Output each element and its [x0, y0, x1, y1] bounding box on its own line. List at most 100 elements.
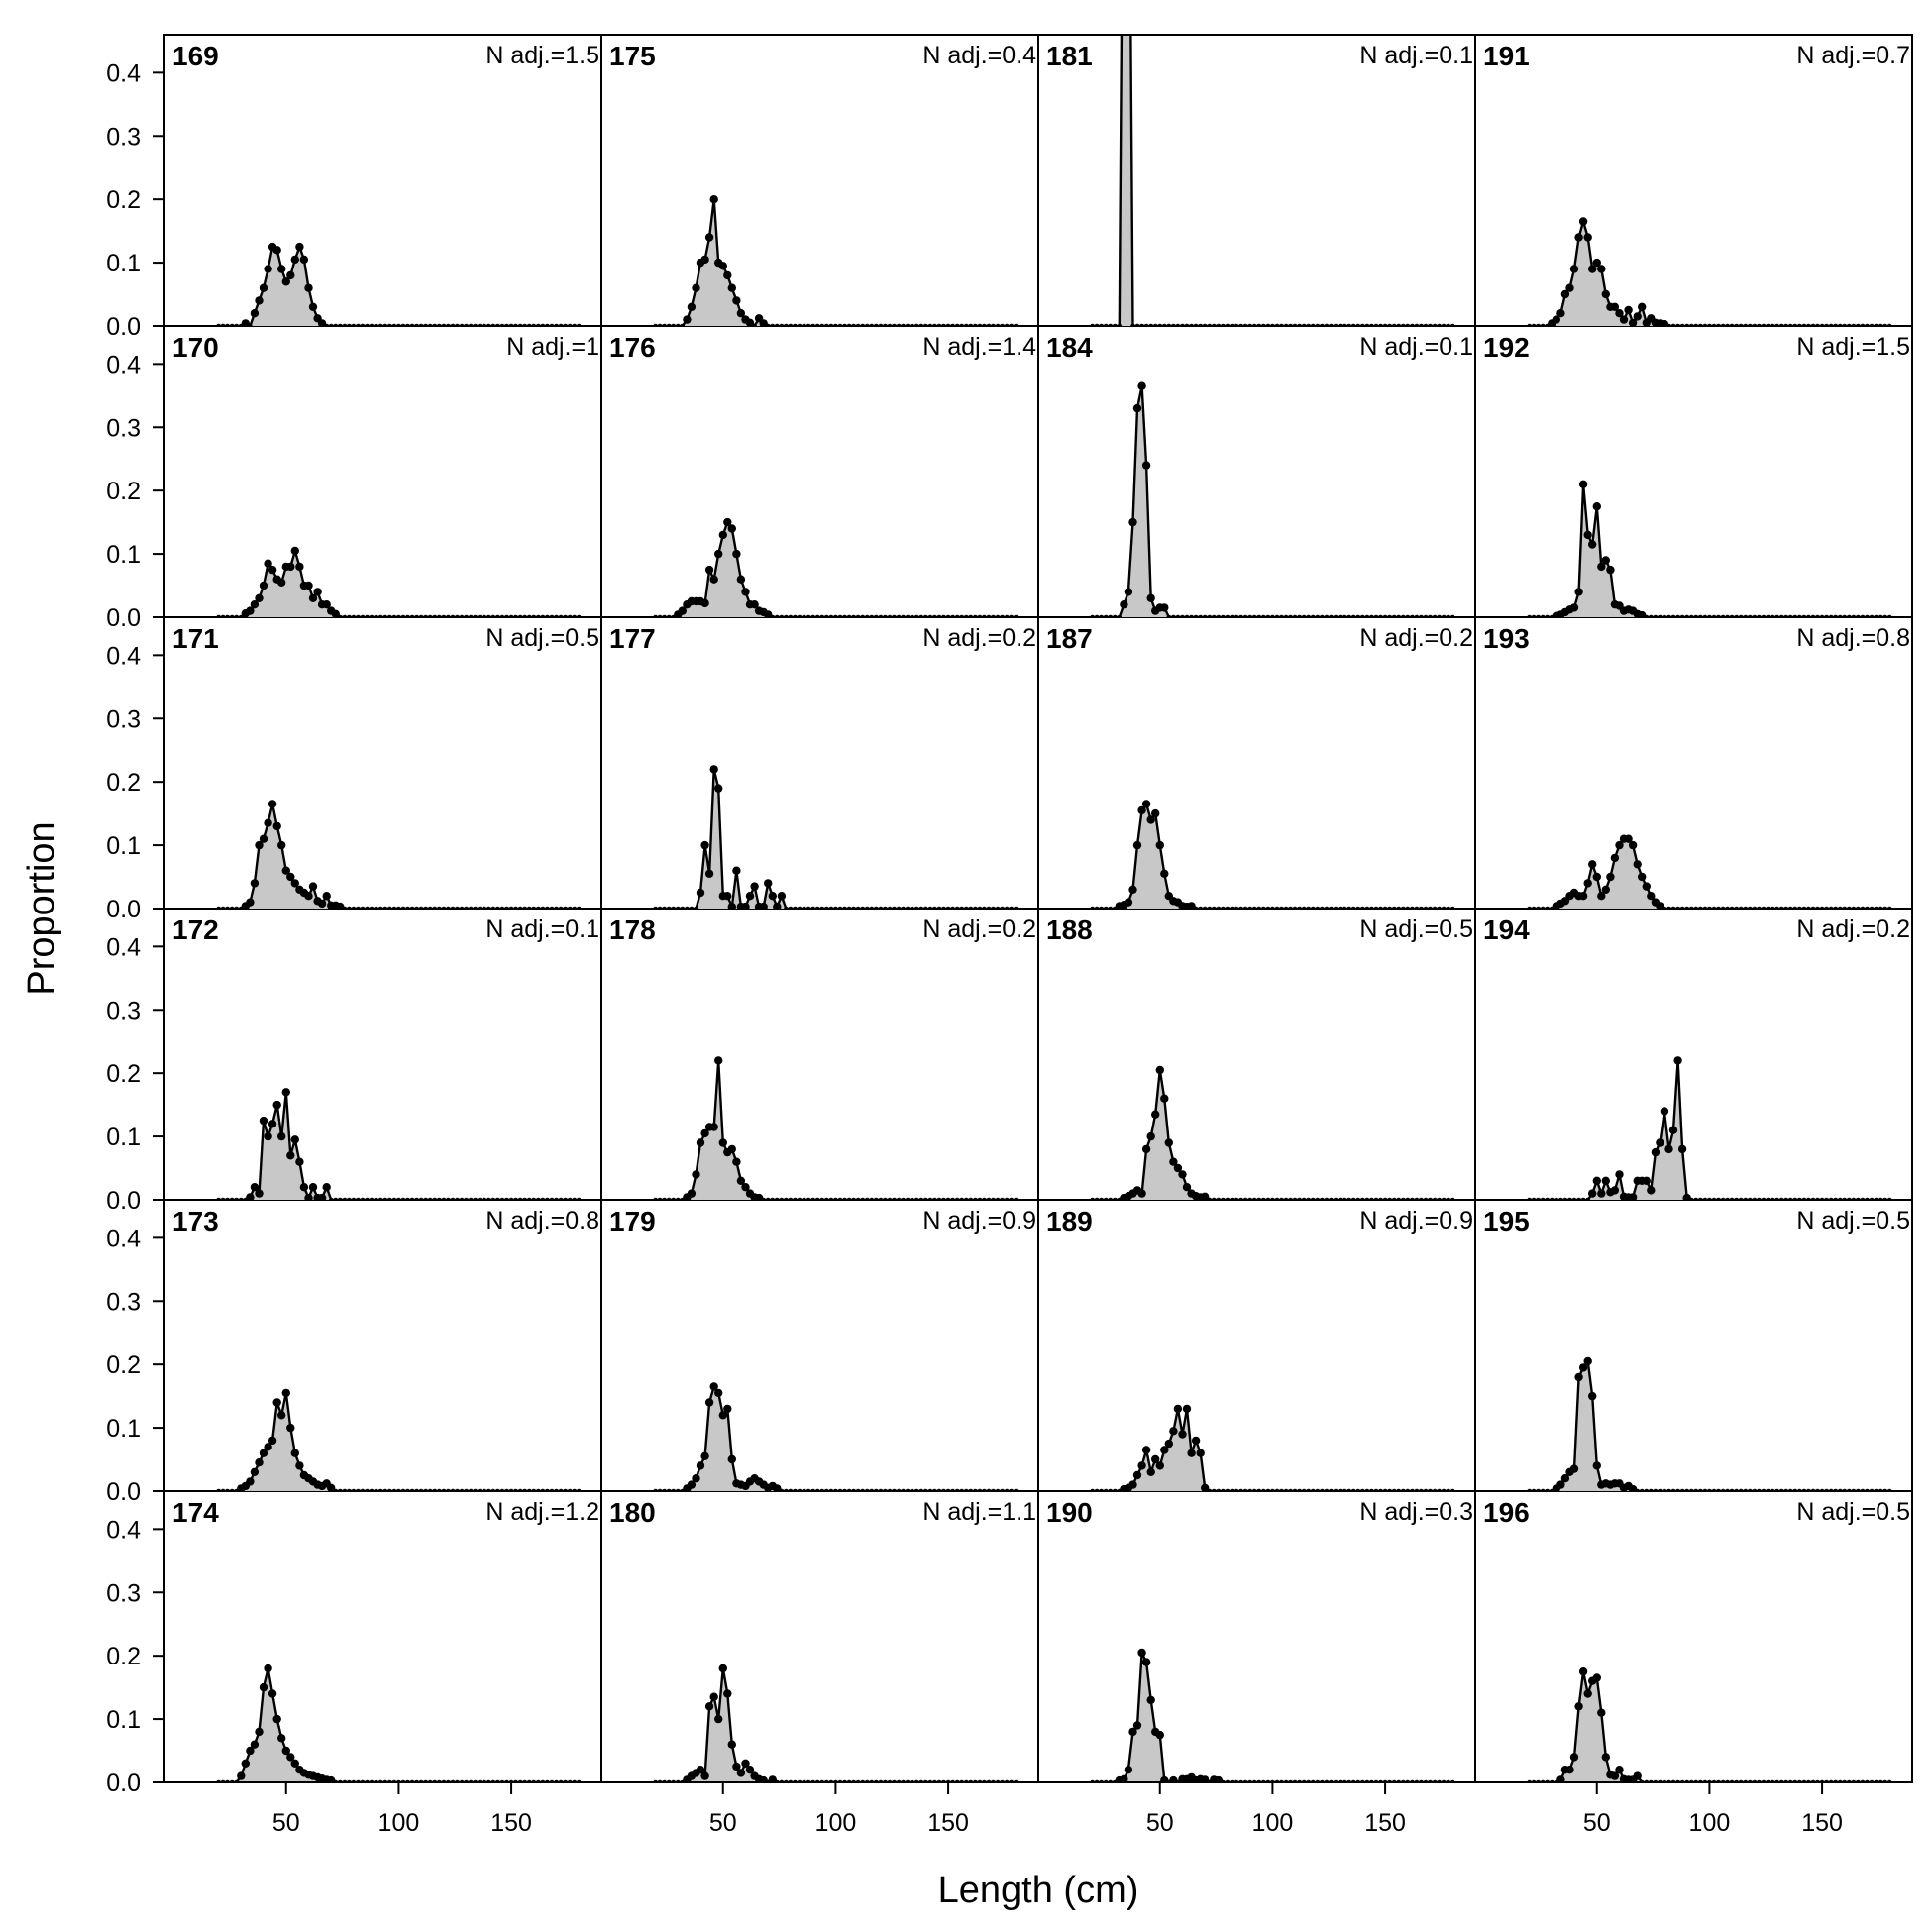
- data-point: [308, 593, 318, 602]
- data-point: [851, 906, 856, 909]
- data-point: [259, 1682, 268, 1692]
- data-point: [473, 1488, 478, 1491]
- data-point: [1401, 323, 1406, 326]
- data-point: [517, 614, 523, 617]
- data-point: [1401, 1488, 1406, 1491]
- data-point: [1279, 323, 1284, 326]
- data-point: [1770, 1488, 1775, 1491]
- data-point: [1094, 1197, 1100, 1200]
- data-point: [1531, 323, 1537, 326]
- data-point: [1757, 1197, 1762, 1200]
- data-point: [1364, 1197, 1370, 1200]
- data-point: [973, 614, 978, 617]
- data-point: [977, 906, 983, 909]
- data-point: [1792, 906, 1798, 909]
- data-point: [761, 1197, 766, 1200]
- data-point: [490, 614, 496, 617]
- data-point: [499, 1488, 505, 1491]
- data-point: [1009, 1197, 1014, 1200]
- data-point: [797, 614, 803, 617]
- data-point: [714, 1714, 723, 1724]
- panel-id-label: 188: [1046, 914, 1093, 945]
- data-point: [1588, 265, 1597, 273]
- data-point: [982, 906, 987, 909]
- data-point: [1128, 517, 1137, 527]
- data-point: [793, 614, 798, 617]
- data-point: [936, 906, 942, 909]
- data-point: [1725, 323, 1730, 326]
- data-point: [864, 1197, 870, 1200]
- data-point: [1265, 614, 1271, 617]
- data-point: [1166, 323, 1172, 326]
- data-point: [1565, 283, 1574, 292]
- data-point: [277, 578, 286, 587]
- y-tick-label: 0.0: [106, 1187, 141, 1215]
- data-point: [1569, 265, 1579, 273]
- data-point: [1833, 1197, 1838, 1200]
- data-point: [396, 323, 401, 326]
- data-point: [1662, 614, 1667, 617]
- data-point: [1743, 323, 1749, 326]
- data-point: [1540, 323, 1546, 326]
- data-point: [950, 614, 955, 617]
- data-point: [718, 1664, 727, 1673]
- data-point: [878, 906, 884, 909]
- data-point: [692, 1474, 700, 1483]
- data-point: [1698, 1197, 1703, 1200]
- data-point: [1738, 906, 1744, 909]
- data-point: [1441, 1197, 1447, 1200]
- data-point: [855, 906, 861, 909]
- data-point: [369, 614, 375, 617]
- data-point: [709, 1692, 718, 1701]
- distribution-area: [655, 1386, 1017, 1491]
- data-point: [482, 1197, 487, 1200]
- distribution-area: [1092, 35, 1453, 326]
- data-point: [1666, 1488, 1671, 1491]
- data-point: [427, 323, 433, 326]
- data-point: [304, 1193, 313, 1200]
- data-point: [860, 906, 865, 909]
- data-point: [572, 323, 577, 326]
- data-point: [220, 614, 226, 617]
- data-point: [883, 614, 888, 617]
- data-point: [473, 1197, 478, 1200]
- data-point: [351, 906, 357, 909]
- data-point: [468, 1197, 474, 1200]
- data-point: [973, 1197, 978, 1200]
- data-point: [1592, 1176, 1602, 1186]
- data-point: [1574, 1702, 1583, 1711]
- data-point: [1410, 1488, 1415, 1491]
- data-point: [545, 906, 550, 909]
- data-point: [905, 1488, 911, 1491]
- y-tick-label: 0.2: [106, 478, 141, 505]
- data-point: [1342, 1197, 1347, 1200]
- data-point: [1108, 906, 1113, 909]
- data-point: [913, 323, 919, 326]
- data-point: [810, 1488, 815, 1491]
- data-point: [1202, 323, 1208, 326]
- distribution-line: [218, 1666, 580, 1782]
- data-point: [833, 1488, 838, 1491]
- data-point: [696, 1766, 705, 1774]
- data-point: [765, 1197, 771, 1200]
- data-point: [1644, 1488, 1650, 1491]
- data-point: [1333, 323, 1339, 326]
- data-point: [1146, 593, 1155, 602]
- panel-id-label: 170: [172, 332, 219, 363]
- data-point: [1214, 1775, 1224, 1782]
- data-point: [819, 1488, 825, 1491]
- data-point: [802, 1197, 806, 1200]
- data-point: [517, 1488, 523, 1491]
- data-point: [851, 614, 856, 617]
- data-point: [896, 614, 902, 617]
- data-point: [1297, 323, 1302, 326]
- data-point: [290, 1135, 299, 1144]
- data-point: [968, 906, 974, 909]
- data-point: [455, 1488, 460, 1491]
- data-point: [328, 1197, 334, 1200]
- data-point: [1141, 461, 1151, 470]
- data-point: [1601, 885, 1611, 894]
- data-point: [563, 614, 568, 617]
- panel-id-label: 172: [172, 914, 219, 945]
- data-point: [277, 265, 286, 273]
